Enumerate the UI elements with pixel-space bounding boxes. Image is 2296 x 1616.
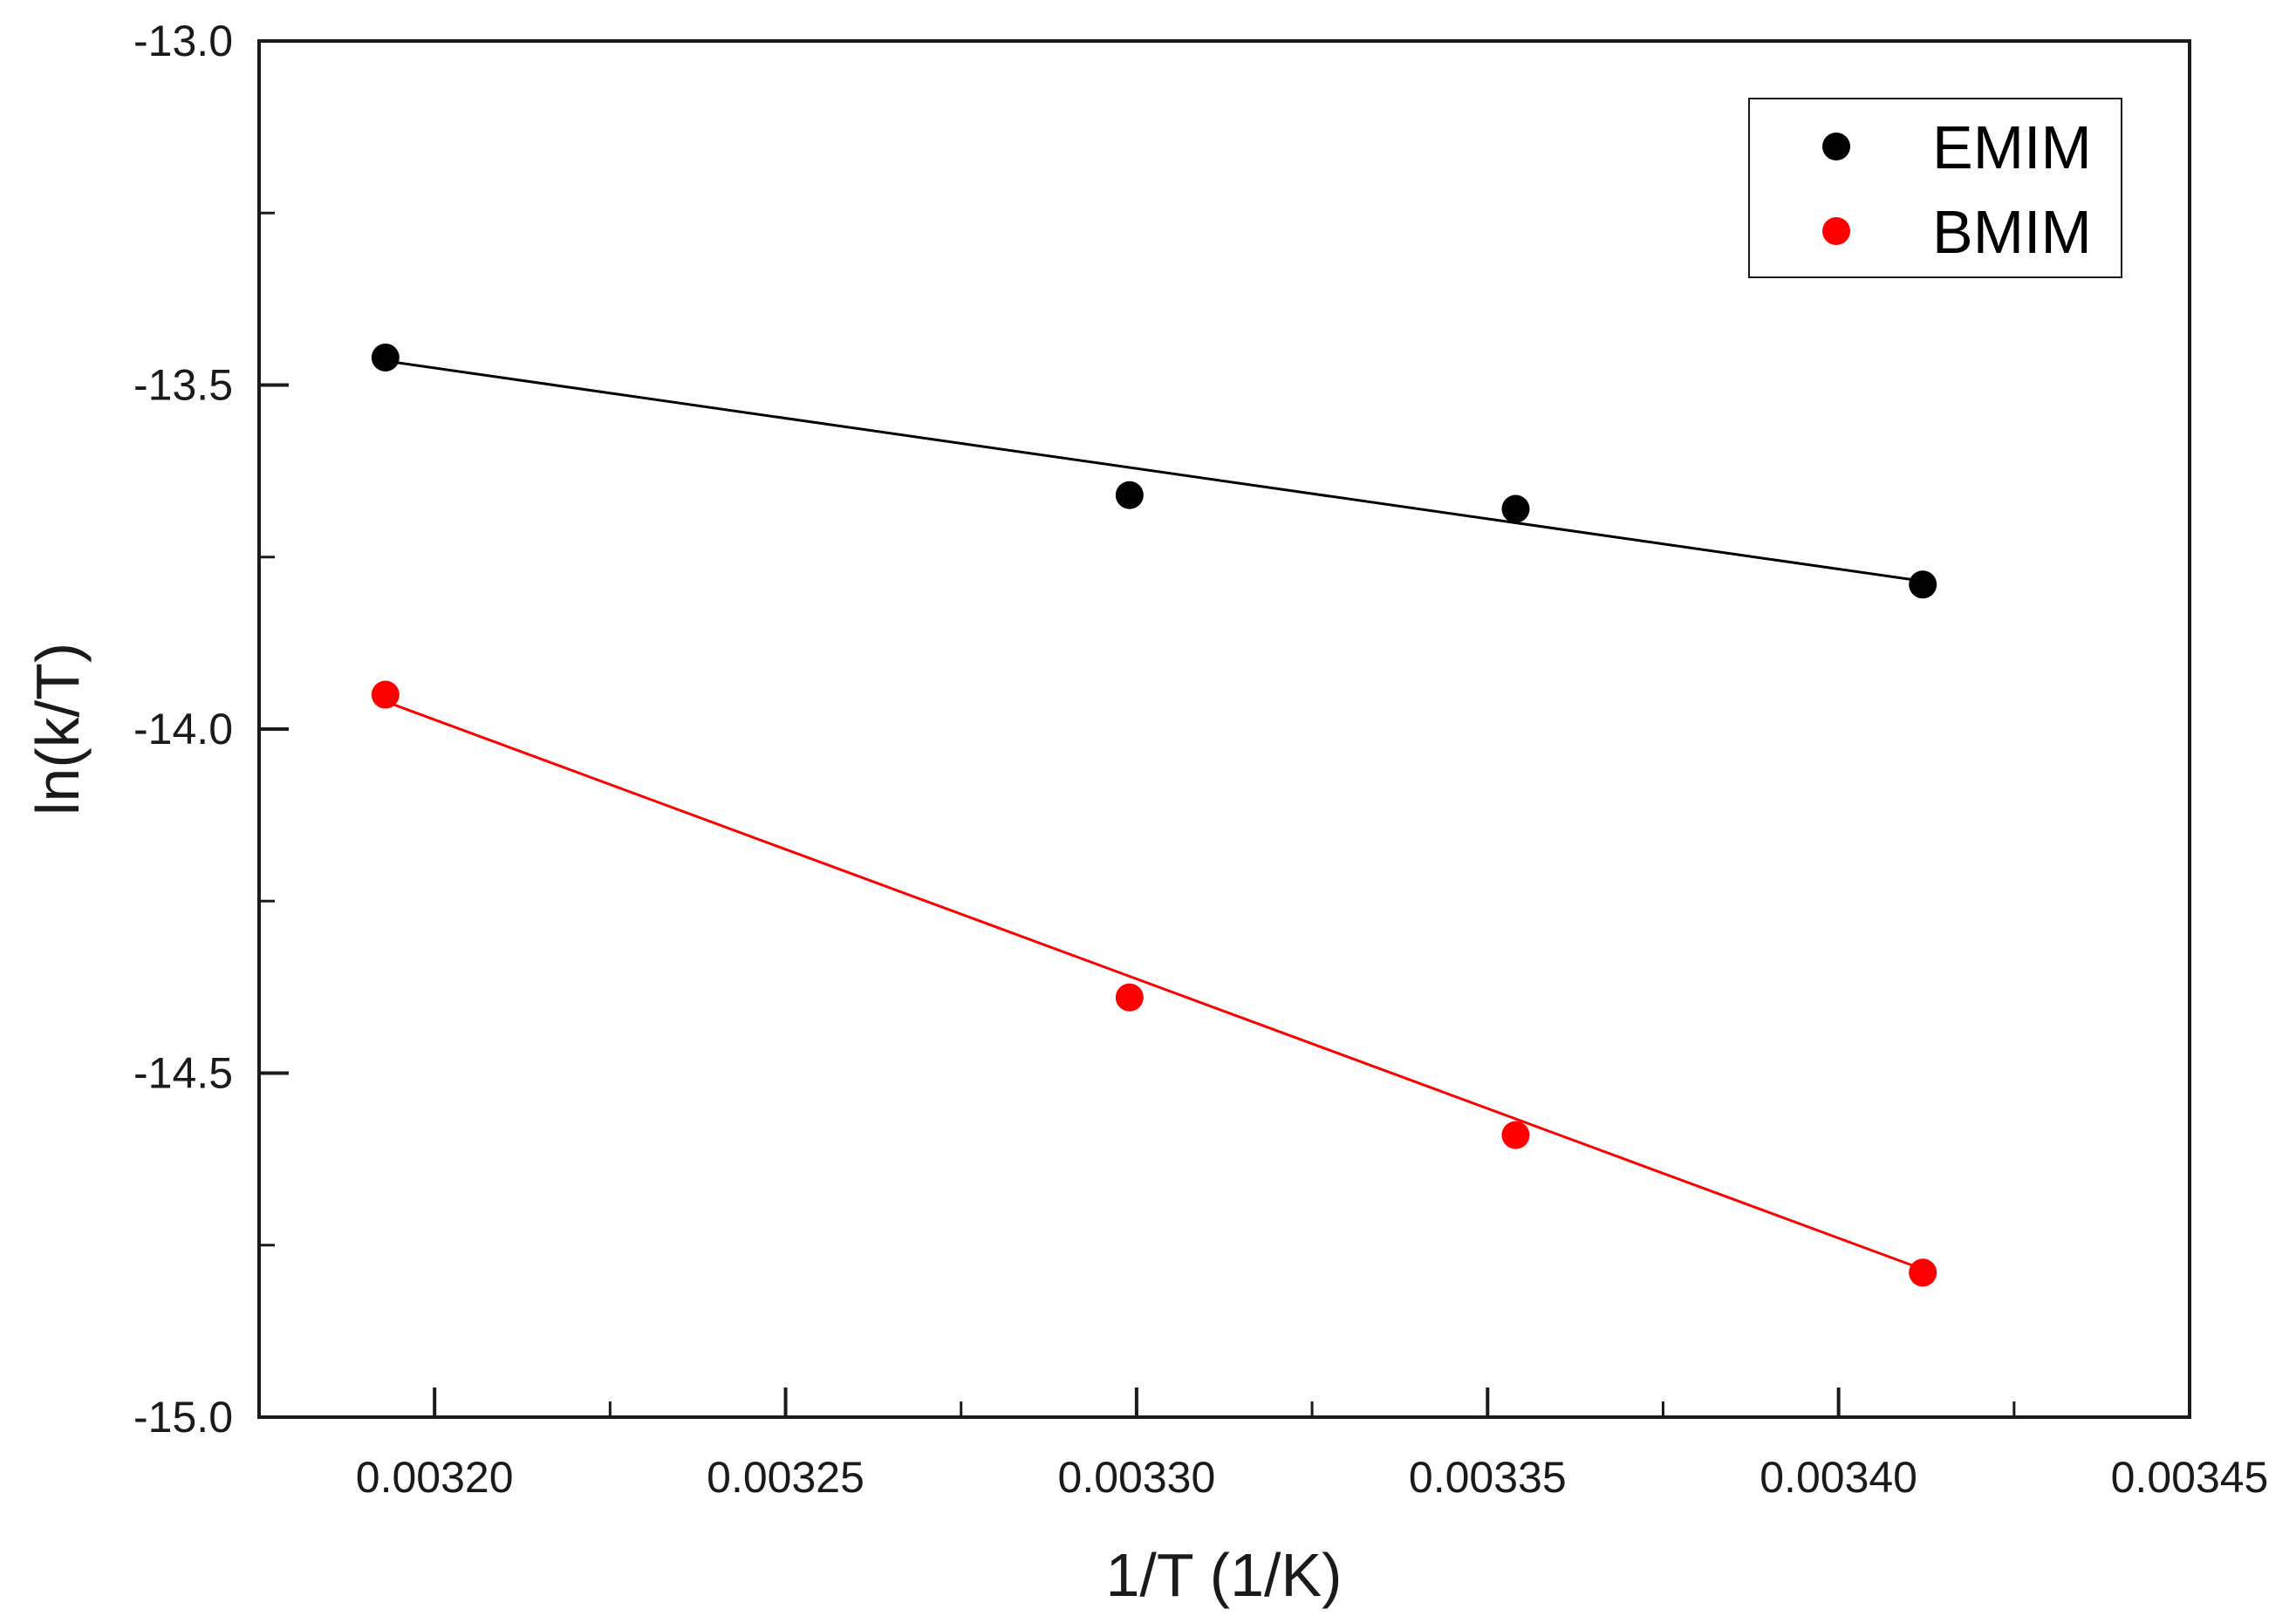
x-tick-label: 0.00340 <box>1760 1453 1917 1502</box>
point-emim <box>371 343 400 372</box>
y-tick-label: -14.0 <box>133 705 233 753</box>
point-bmim <box>1115 983 1144 1012</box>
y-tick-label: -13.5 <box>133 361 233 410</box>
x-tick-label: 0.00345 <box>2111 1453 2269 1502</box>
fit-line-emim <box>385 359 1924 583</box>
x-tick-label: 0.00330 <box>1058 1453 1216 1502</box>
point-emim <box>1501 494 1530 523</box>
legend-marker-bmim <box>1822 217 1850 245</box>
legend: EMIM BMIM <box>1748 98 2122 278</box>
point-bmim <box>1909 1258 1937 1287</box>
fit-lines <box>385 359 1924 1271</box>
point-bmim <box>1501 1121 1530 1149</box>
x-tick-label: 0.00320 <box>356 1453 514 1502</box>
x-tick-label: 0.00335 <box>1409 1453 1567 1502</box>
data-points <box>371 343 1937 1287</box>
legend-box <box>1748 98 2122 278</box>
y-axis-ticks: -15.0 -14.5 -14.0 -13.5 -13.0 <box>133 17 289 1442</box>
legend-marker-emim <box>1822 133 1850 160</box>
y-tick-label: -13.0 <box>133 17 233 65</box>
legend-label-bmim: BMIM <box>1932 198 2092 266</box>
point-bmim <box>371 680 400 709</box>
x-axis-ticks: 0.00320 0.00325 0.00330 0.00335 0.00340 0.003… <box>257 1388 2269 1502</box>
y-axis-title: ln(k/T) <box>24 643 92 815</box>
x-axis-title: 1/T (1/K) <box>1105 1541 1342 1609</box>
y-tick-label: -14.5 <box>133 1049 233 1098</box>
x-tick-label: 0.00325 <box>707 1453 864 1502</box>
fit-line-bmim <box>385 700 1924 1271</box>
point-emim <box>1115 481 1144 509</box>
point-emim <box>1909 570 1937 599</box>
legend-label-emim: EMIM <box>1932 113 2092 181</box>
y-tick-label: -15.0 <box>133 1393 233 1442</box>
